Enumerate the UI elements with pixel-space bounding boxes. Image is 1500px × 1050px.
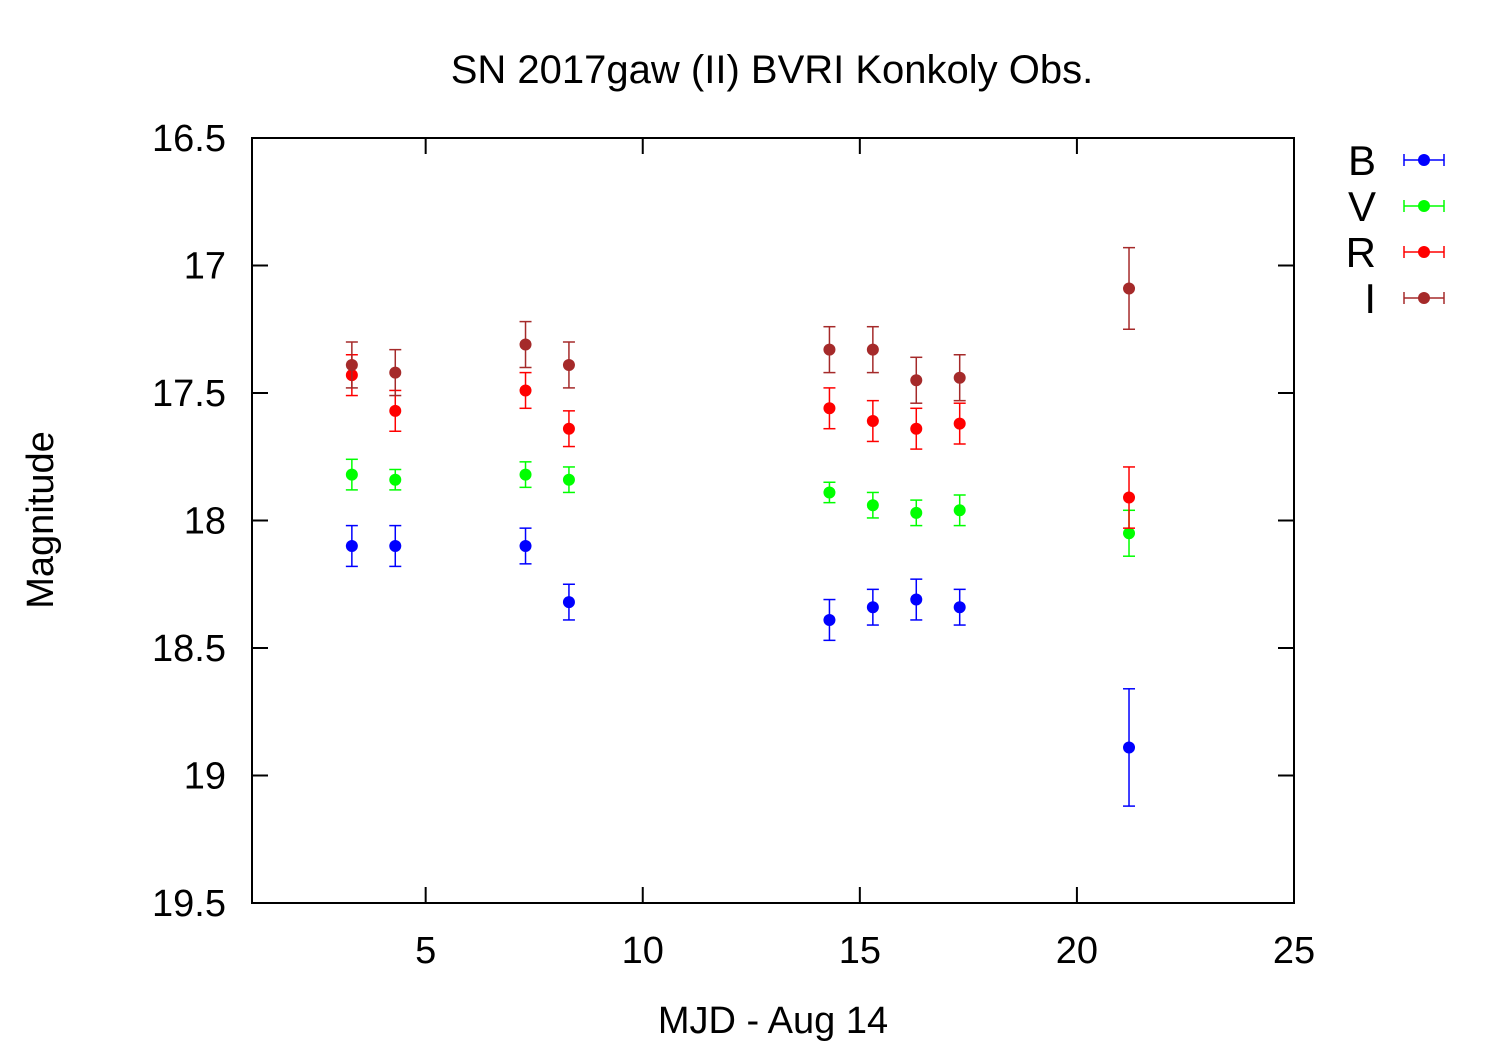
- y-axis-label: Magnitude: [20, 431, 62, 608]
- legend-marker: [1418, 292, 1430, 304]
- legend-label: I: [1364, 275, 1376, 322]
- data-point: [953, 504, 966, 517]
- data-point: [823, 613, 836, 626]
- y-tick-label: 17: [184, 246, 226, 288]
- data-point: [519, 540, 532, 552]
- axis-ticks: 5 10 15 20 25 16.5 17 17.5 18 18.5 19 19.5: [152, 118, 1315, 972]
- data-point: [345, 468, 358, 481]
- data-point: [389, 366, 402, 379]
- x-tick-label: 15: [839, 930, 881, 972]
- data-point: [866, 415, 879, 428]
- x-tick-label: 5: [415, 930, 436, 972]
- data-point: [953, 601, 966, 614]
- y-tick-label: 17.5: [152, 373, 226, 415]
- data-point: [910, 506, 923, 519]
- legend-label: B: [1348, 137, 1376, 184]
- legend-label: V: [1348, 183, 1376, 230]
- legend-item-B: B: [1348, 137, 1445, 184]
- legend-item-R: R: [1346, 229, 1445, 276]
- data-point: [823, 343, 836, 356]
- y-tick-label: 19.5: [152, 883, 226, 925]
- data-point: [1123, 527, 1136, 540]
- plot-frame: [251, 137, 1295, 904]
- data-point: [389, 404, 402, 417]
- data-point: [866, 343, 879, 356]
- x-axis-label: MJD - Aug 14: [658, 1000, 888, 1042]
- y-tick-label: 16.5: [152, 118, 226, 160]
- data-point: [1123, 741, 1136, 754]
- legend-item-I: I: [1364, 275, 1445, 322]
- data-point: [910, 593, 923, 606]
- data-point: [1123, 282, 1136, 295]
- data-point: [910, 374, 923, 387]
- data-point: [953, 417, 966, 430]
- data-point: [562, 358, 575, 371]
- legend-marker: [1418, 154, 1430, 166]
- data-point: [866, 499, 879, 512]
- legend-item-V: V: [1348, 183, 1445, 230]
- legend-marker: [1418, 200, 1430, 212]
- data-point: [823, 402, 836, 415]
- data-point: [910, 422, 923, 435]
- y-tick-label: 19: [184, 756, 226, 798]
- legend-marker: [1418, 246, 1430, 258]
- series-R: [345, 354, 1136, 529]
- data-point: [562, 473, 575, 486]
- data-point: [562, 596, 575, 609]
- data-point: [1123, 491, 1136, 504]
- data-point: [519, 384, 532, 397]
- series-B: [345, 524, 1136, 807]
- data-point: [953, 371, 966, 384]
- data-point: [345, 358, 358, 371]
- data-point: [562, 422, 575, 435]
- x-tick-label: 10: [622, 930, 664, 972]
- data-point: [519, 338, 532, 351]
- x-tick-label: 20: [1056, 930, 1098, 972]
- y-tick-label: 18: [184, 501, 226, 543]
- legend-label: R: [1346, 229, 1376, 276]
- data-point: [519, 468, 532, 481]
- data-point: [345, 540, 358, 552]
- data-point: [389, 473, 402, 486]
- data-points: [345, 246, 1136, 807]
- x-tick-label: 25: [1273, 930, 1315, 972]
- y-tick-label: 18.5: [152, 628, 226, 670]
- chart-title: SN 2017gaw (II) BVRI Konkoly Obs.: [451, 48, 1094, 92]
- data-point: [866, 601, 879, 614]
- data-point: [389, 540, 402, 552]
- legend: BVRI: [1346, 137, 1445, 322]
- data-point: [823, 486, 836, 499]
- series-V: [345, 458, 1136, 557]
- series-I: [345, 246, 1136, 404]
